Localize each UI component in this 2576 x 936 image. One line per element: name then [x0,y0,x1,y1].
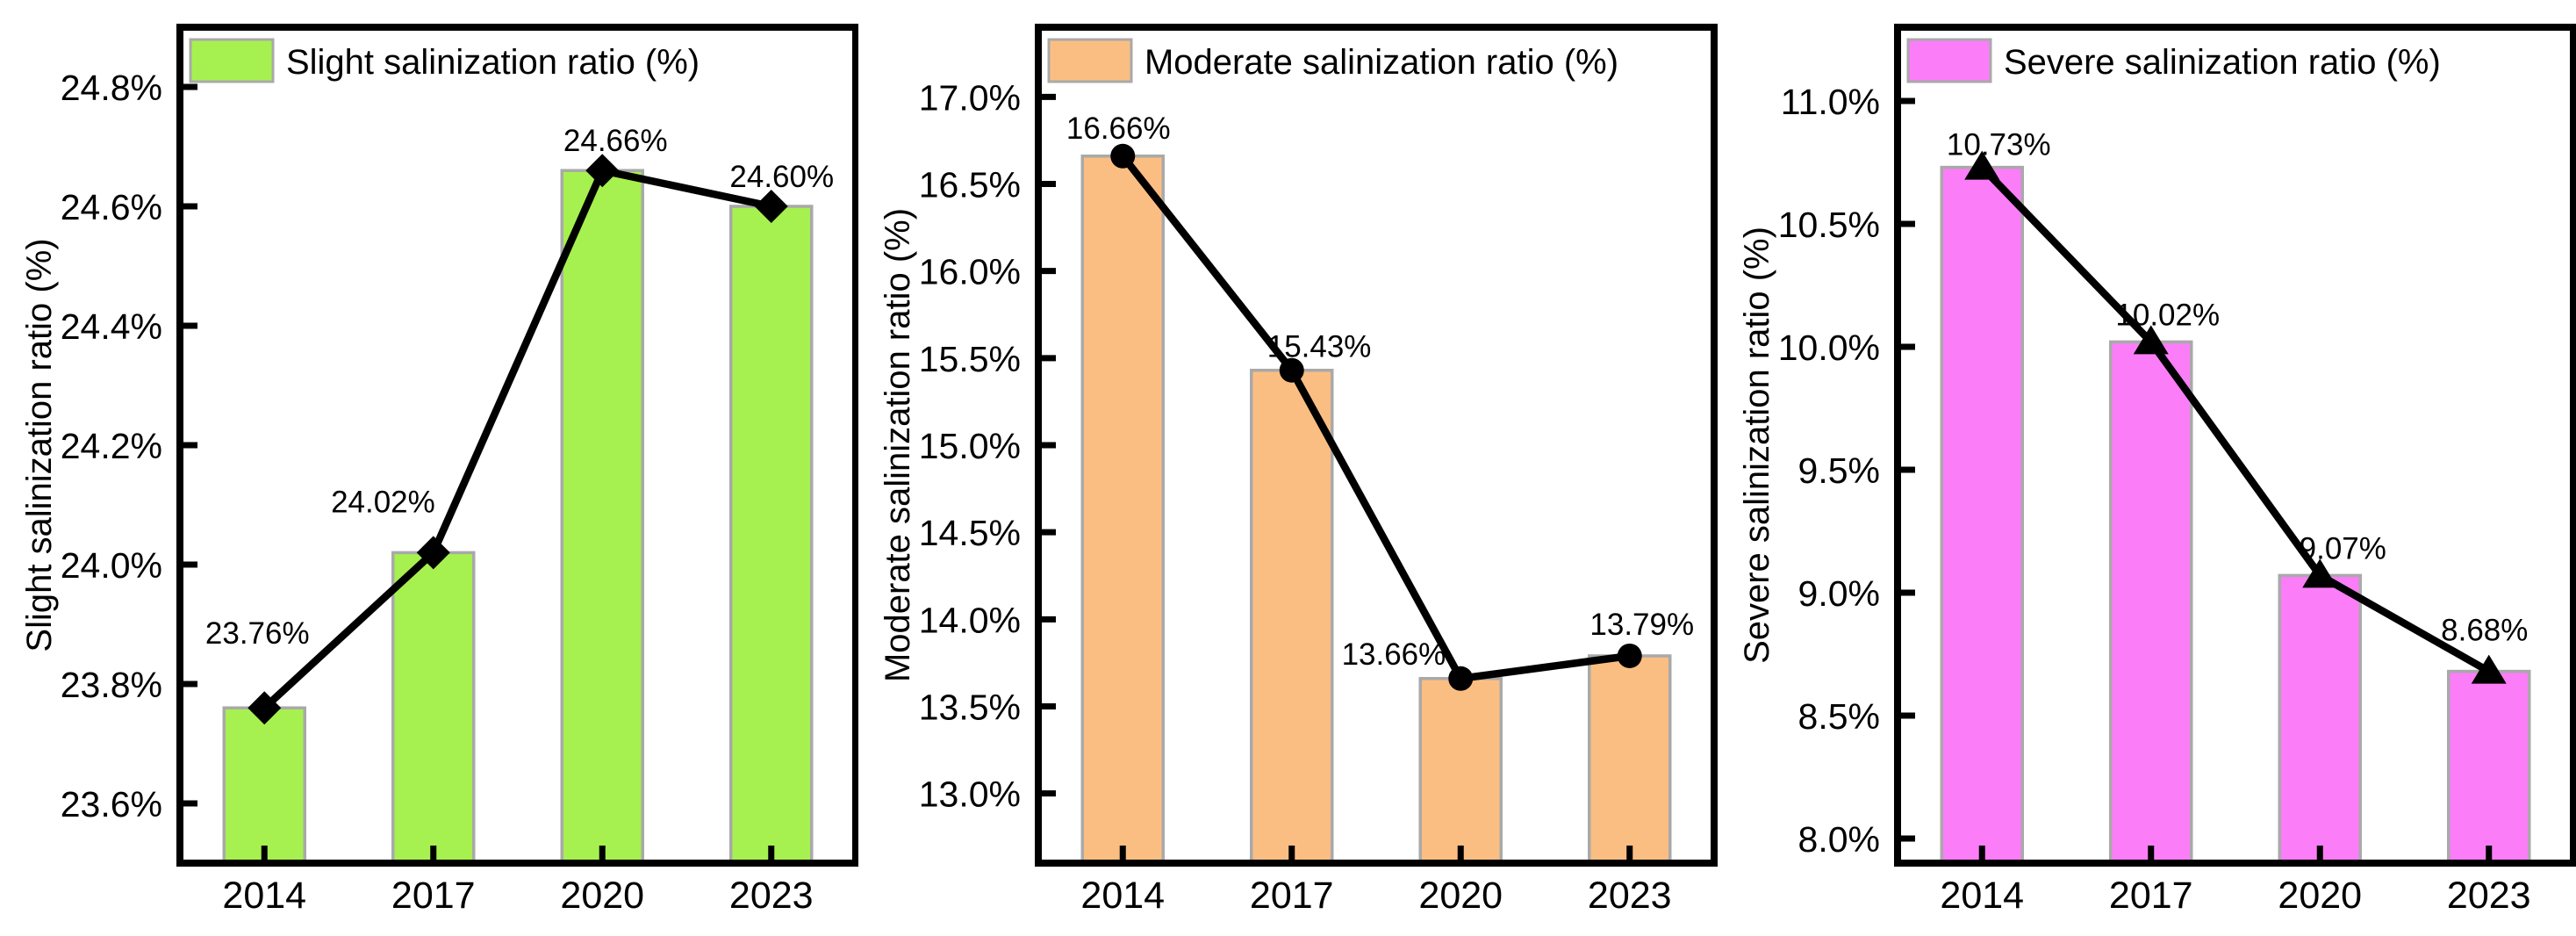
x-tick-label: 2014 [222,875,306,917]
y-tick-label: 11.0% [1780,82,1879,122]
bar [560,169,644,865]
y-tick-label: 24.2% [61,426,162,466]
x-tick-label: 2017 [2109,875,2193,917]
data-point-marker-triangle-up [1963,150,1999,180]
y-tick-label: 23.8% [61,665,162,705]
x-tick-label: 2023 [2447,875,2531,917]
bar [1418,677,1503,865]
legend-label: Moderate salinization ratio (%) [1144,43,1618,82]
value-label: 23.76% [205,616,310,651]
y-tick-label: 14.5% [919,513,1021,553]
x-tick-label: 2014 [1081,875,1166,917]
data-point-marker-circle [1110,143,1136,169]
axis-box [1893,24,2576,867]
data-point-marker-triangle-up [2471,654,2507,684]
x-tick-label: 2023 [729,875,814,917]
chart-severe-salinization: 8.0% 8.5% 9.0% 9.5% 10.0% 10.5% 11.0% 2014 2017 2… [1738,24,2576,917]
chart-slight-salinization: 23.6% 23.8% 24.0% 24.2% 24.4% 24.6% 24.8% 2014 2… [20,24,859,917]
y-tick-label: 15.5% [919,339,1021,379]
value-label: 13.66% [1342,637,1446,672]
y-tick-label: 16.5% [919,164,1021,205]
data-point-marker-triangle-up [2301,558,2337,588]
y-tick-label: 10.5% [1777,205,1879,245]
bar [391,551,476,865]
x-tick-label: 2023 [1588,875,1672,917]
trend-line [262,166,772,711]
data-point-marker-triangle-up [2133,325,2169,355]
legend-label: Severe salinization ratio (%) [2004,43,2441,82]
bar [222,706,306,865]
x-tick-label: 2020 [1419,875,1503,917]
legend-swatch [1047,38,1133,83]
chart-moderate-salinization: 13.0% 13.5% 14.0% 14.5% 15.0% 15.5% 16.0% 16.5%… [879,24,1718,917]
bar [1940,165,2024,865]
data-point-marker-diamond [585,154,620,188]
x-tick-label: 2017 [1250,875,1334,917]
bar [2108,340,2193,865]
value-label: 9.07% [2299,531,2386,565]
y-tick-label: 8.0% [1797,819,1879,860]
y-tick-label: 10.0% [1777,328,1879,368]
bar [2278,573,2362,865]
value-label: 13.79% [1590,608,1695,642]
y-tick-label: 9.0% [1797,573,1879,614]
legend-swatch [189,38,275,83]
value-label: 15.43% [1267,330,1372,364]
y-axis-title: Moderate salinization ratio (%) [879,208,917,682]
y-tick-label: 8.5% [1797,696,1879,737]
x-tick-label: 2017 [391,875,476,917]
data-point-marker-diamond [416,536,450,570]
y-tick-label: 14.0% [919,600,1021,640]
value-label: 24.60% [729,160,834,194]
y-tick-label: 23.6% [61,784,162,824]
bar [1588,654,1672,865]
bar [1250,368,1334,865]
y-tick-label: 24.6% [61,187,162,227]
value-label: 8.68% [2441,614,2528,648]
trend-line [1978,164,2491,675]
data-point-marker-circle [1448,666,1474,691]
y-tick-label: 17.0% [919,77,1021,118]
legend-swatch [1906,38,1992,83]
y-axis-title: Severe salinization ratio (%) [1738,227,1776,664]
data-point-marker-diamond [248,691,282,725]
y-tick-label: 13.5% [919,687,1021,727]
x-tick-label: 2020 [560,875,644,917]
data-point-marker-diamond [754,190,788,223]
legend-label: Slight salinization ratio (%) [286,43,700,82]
y-tick-label: 9.5% [1797,450,1879,491]
data-point-marker-circle [1280,357,1305,383]
y-tick-label: 13.0% [919,774,1021,815]
value-label: 10.73% [1947,128,2051,162]
y-tick-label: 15.0% [919,426,1021,466]
y-tick-label: 24.4% [61,306,162,347]
y-tick-label: 24.0% [61,545,162,586]
value-label: 24.02% [331,485,435,519]
y-axis-title: Slight salinization ratio (%) [20,238,59,652]
trend-line [1120,154,1631,683]
value-label: 24.66% [563,124,668,158]
value-label: 10.02% [2115,298,2220,332]
bar [1080,155,1166,865]
data-point-marker-circle [1618,643,1643,668]
y-tick-label: 16.0% [919,252,1021,292]
value-label: 16.66% [1066,112,1171,146]
x-tick-label: 2014 [1940,875,2024,917]
x-tick-label: 2020 [2278,875,2362,917]
bar [728,205,814,865]
y-tick-label: 24.8% [61,68,162,108]
bar [2446,669,2531,865]
